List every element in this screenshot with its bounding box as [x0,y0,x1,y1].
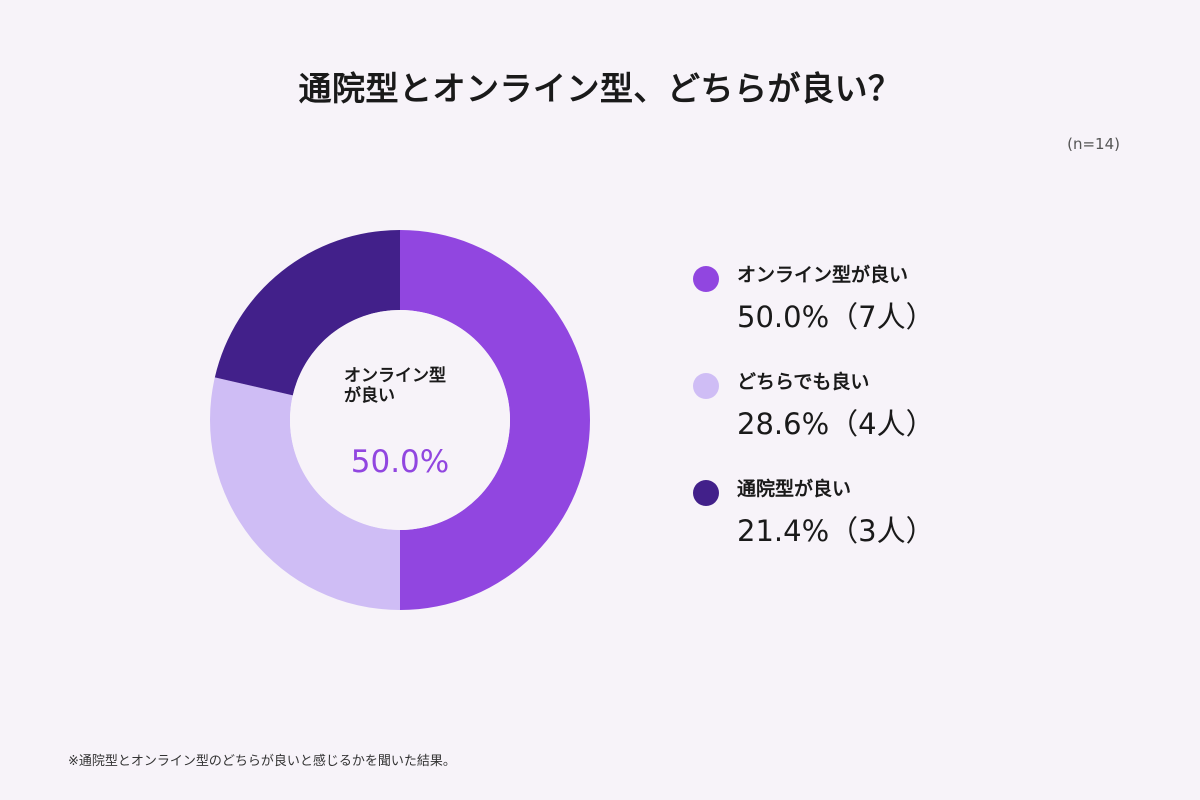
slice-either [210,377,400,610]
center-value: 50.0% [350,444,450,480]
legend-label-either: どちらでも良い [737,371,870,393]
sample-size: (n=14) [1067,135,1120,153]
legend-label-online: オンライン型が良い [737,264,909,286]
legend-label-clinic: 通院型が良い [737,478,852,500]
chart-title: 通院型とオンライン型、どちらが良い？ [298,69,902,108]
legend-dot-online [693,266,719,292]
donut-chart: オンライン型 が良い 50.0% [210,230,590,610]
slice-online [400,230,590,610]
legend-dot-either [693,373,719,399]
legend-value-either: 28.6%（4人） [737,407,935,441]
legend-item-either: どちらでも良い 28.6%（4人） [693,365,1113,472]
legend-item-online: オンライン型が良い 50.0%（7人） [693,258,1113,365]
legend-item-clinic: 通院型が良い 21.4%（3人） [693,472,1113,579]
footnote: ※通院型とオンライン型のどちらが良いと感じるかを聞いた結果。 [68,754,456,769]
slice-clinic [214,230,400,396]
legend-dot-clinic [693,480,719,506]
legend-value-clinic: 21.4%（3人） [737,514,935,548]
donut-svg [210,230,590,610]
donut-hole [290,310,510,530]
legend: オンライン型が良い 50.0%（7人） どちらでも良い 28.6%（4人） 通院… [693,258,1113,579]
center-label: オンライン型 が良い [344,366,446,406]
legend-value-online: 50.0%（7人） [737,300,935,334]
